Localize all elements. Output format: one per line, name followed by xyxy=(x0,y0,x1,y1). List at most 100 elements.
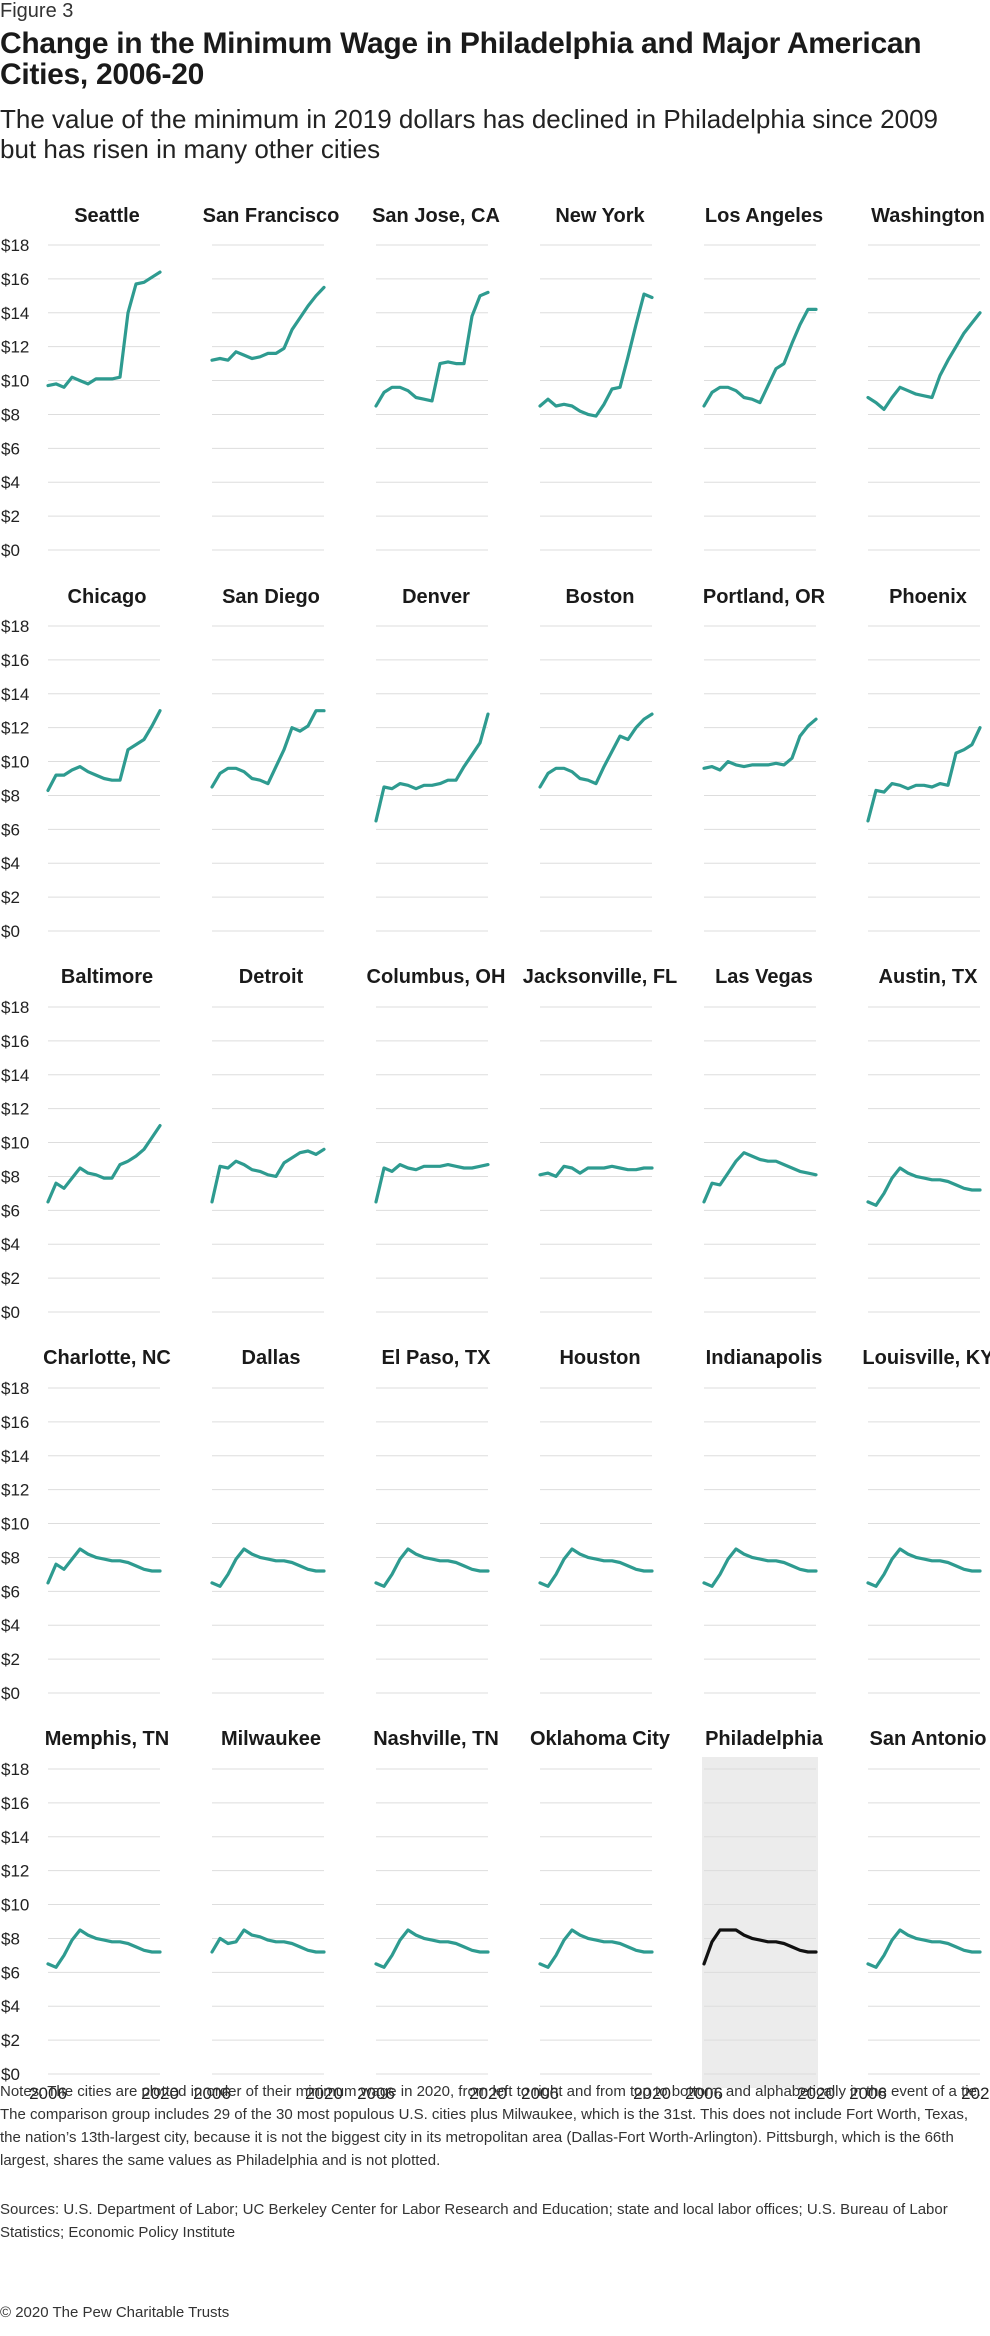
y-tick-label: $2 xyxy=(1,2031,20,2050)
y-tick-label: $12 xyxy=(1,1862,29,1881)
panel-charlotte-nc: Charlotte, NC $0 $2 $4 $6 $8 $10 $12 $14 $16 $18 xyxy=(1,1347,171,1703)
y-tick-label: $0 xyxy=(1,1684,20,1703)
panel-el-paso-tx: El Paso, TX xyxy=(374,1347,492,1694)
series-line-las-vegas xyxy=(702,1151,818,1204)
y-tick-label: $16 xyxy=(1,651,29,670)
copyright: © 2020 The Pew Charitable Trusts xyxy=(0,2304,230,2321)
panel-los-angeles: Los Angeles xyxy=(702,205,823,551)
y-tick-label: $0 xyxy=(1,922,20,941)
series-line-austin-tx xyxy=(866,1166,982,1207)
panel-title: Baltimore xyxy=(61,966,153,988)
panel-title: Washington xyxy=(871,205,985,227)
x-tick-label: 2020 xyxy=(633,2084,671,2103)
y-tick-label: $2 xyxy=(1,507,20,526)
panel-memphis-tn: Memphis, TN $0 $2 $4 $6 $8 $10 $12 $14 $16 $18 2006… xyxy=(1,1728,179,2103)
series-line-louisville-ky xyxy=(866,1547,982,1588)
x-tick-label: 2006 xyxy=(193,2084,231,2103)
panel-san-diego: San Diego xyxy=(210,586,326,932)
y-tick-label: $6 xyxy=(1,1963,20,1982)
y-tick-label: $10 xyxy=(1,753,29,772)
panel-title: Charlotte, NC xyxy=(43,1347,171,1369)
series-line-nashville-tn xyxy=(374,1928,490,1969)
panel-seattle: Seattle $0 $2 $4 $6 $8 $10 $12 $14 $16 $18 xyxy=(1,205,162,560)
y-tick-label: $10 xyxy=(1,372,29,391)
x-tick-label: 2020 xyxy=(305,2084,343,2103)
panel-title: San Francisco xyxy=(203,205,340,227)
panel-title: San Antonio xyxy=(869,1728,986,1750)
y-tick-label: $14 xyxy=(1,1066,29,1085)
y-tick-label: $4 xyxy=(1,1616,20,1635)
panel-dallas: Dallas xyxy=(210,1347,326,1694)
y-tick-label: $6 xyxy=(1,1201,20,1220)
y-tick-label: $18 xyxy=(1,1379,29,1398)
y-tick-label: $8 xyxy=(1,1929,20,1948)
panel-oklahoma-city: Oklahoma City 2006 2020 xyxy=(521,1728,671,2103)
panel-philadelphia: Philadelphia 2006 2020 xyxy=(685,1728,835,2103)
y-tick-label: $14 xyxy=(1,1447,29,1466)
x-tick-label: 2020 xyxy=(469,2084,507,2103)
y-tick-label: $16 xyxy=(1,1413,29,1432)
y-tick-label: $8 xyxy=(1,1167,20,1186)
series-line-dallas xyxy=(210,1547,326,1588)
y-tick-label: $6 xyxy=(1,439,20,458)
series-line-washington xyxy=(866,311,982,411)
panel-title: Phoenix xyxy=(889,586,967,608)
panel-austin-tx: Austin, TX xyxy=(866,966,982,1313)
y-tick-label: $16 xyxy=(1,1032,29,1051)
y-tick-label: $4 xyxy=(1,473,20,492)
sources: Sources: U.S. Department of Labor; UC Be… xyxy=(0,2201,948,2241)
y-tick-label: $18 xyxy=(1,617,29,636)
panel-houston: Houston xyxy=(538,1347,654,1694)
y-tick-label: $0 xyxy=(1,541,20,560)
series-line-seattle xyxy=(46,270,162,389)
series-line-indianapolis xyxy=(702,1547,818,1588)
panel-chicago: Chicago $0 $2 $4 $6 $8 $10 $12 $14 $16 $18 xyxy=(1,586,162,941)
notes: Notes: The cities are plotted in order o… xyxy=(0,2083,982,2169)
series-line-boston xyxy=(538,712,654,789)
panel-title: Seattle xyxy=(74,205,140,227)
y-tick-label: $18 xyxy=(1,1760,29,1779)
panel-san-jose-ca: San Jose, CA xyxy=(372,205,500,551)
y-tick-label: $0 xyxy=(1,2065,20,2084)
series-line-oklahoma-city xyxy=(538,1928,654,1969)
y-tick-label: $12 xyxy=(1,1100,29,1119)
panel-title: San Diego xyxy=(222,586,320,608)
y-tick-label: $18 xyxy=(1,236,29,255)
y-tick-label: $12 xyxy=(1,1481,29,1500)
y-tick-label: $14 xyxy=(1,1828,29,1847)
panel-nashville-tn: Nashville, TN 2006 2020 xyxy=(357,1728,507,2103)
x-tick-label: 2020 xyxy=(797,2084,835,2103)
y-tick-label: $8 xyxy=(1,1548,20,1567)
y-tick-label: $14 xyxy=(1,685,29,704)
panel-title: Oklahoma City xyxy=(530,1728,671,1750)
y-tick-label: $4 xyxy=(1,854,20,873)
panel-denver: Denver xyxy=(374,586,490,932)
series-line-chicago xyxy=(46,709,162,793)
panel-columbus-oh: Columbus, OH xyxy=(367,966,505,1313)
panel-boston: Boston xyxy=(538,586,654,932)
panel-title: El Paso, TX xyxy=(382,1347,492,1369)
series-line-san-antonio xyxy=(866,1928,982,1969)
panel-title: Austin, TX xyxy=(879,966,979,988)
y-tick-label: $4 xyxy=(1,1235,20,1254)
panel-title: Memphis, TN xyxy=(45,1728,169,1750)
series-line-baltimore xyxy=(46,1123,162,1204)
series-line-charlotte-nc xyxy=(46,1547,162,1585)
series-line-new-york xyxy=(538,292,654,418)
y-tick-label: $16 xyxy=(1,1794,29,1813)
y-tick-label: $10 xyxy=(1,1896,29,1915)
x-tick-label: 2006 xyxy=(29,2084,67,2103)
series-line-san-francisco xyxy=(210,285,326,362)
series-line-columbus-oh xyxy=(374,1162,490,1204)
y-tick-label: $4 xyxy=(1,1997,20,2016)
chart-title: Change in the Minimum Wage in Philadelph… xyxy=(0,27,922,91)
series-line-san-jose-ca xyxy=(374,290,490,408)
panel-title: San Jose, CA xyxy=(372,205,500,227)
y-tick-label: $2 xyxy=(1,888,20,907)
y-tick-label: $0 xyxy=(1,1303,20,1322)
y-tick-label: $10 xyxy=(1,1515,29,1534)
x-tick-label: 2006 xyxy=(357,2084,395,2103)
series-line-el-paso-tx xyxy=(374,1547,490,1588)
x-tick-label: 2006 xyxy=(685,2084,723,2103)
